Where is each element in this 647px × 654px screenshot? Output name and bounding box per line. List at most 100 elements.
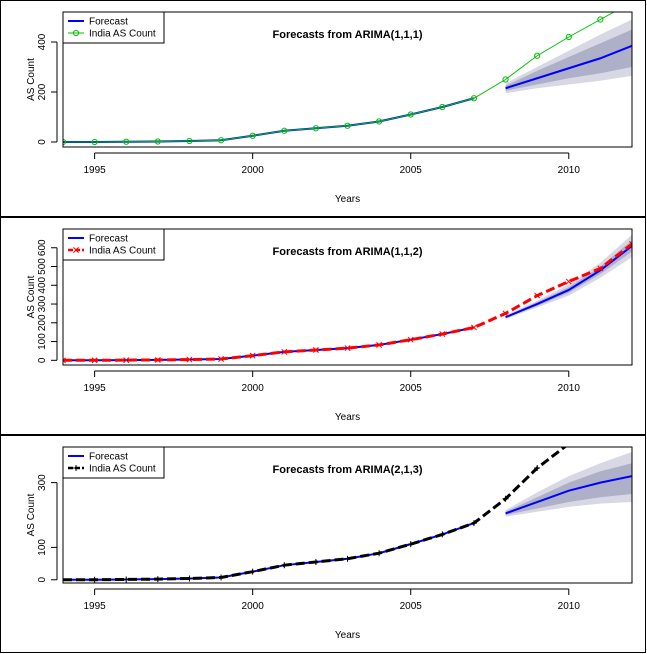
actual-data-point — [154, 576, 161, 583]
actual-data-point — [186, 137, 193, 145]
actual-data-point — [63, 357, 66, 364]
legend-marker — [73, 465, 79, 471]
actual-data-point — [91, 576, 98, 583]
actual-data-point — [186, 356, 193, 363]
x-tick-label: 2000 — [242, 165, 265, 176]
plot-frame — [62, 11, 633, 148]
y-tick-label: 600 — [37, 239, 48, 256]
y-axis-label: AS Count — [26, 493, 37, 536]
x-tick-label: 2000 — [242, 383, 265, 394]
actual-data-point — [281, 127, 288, 134]
panel-border — [0, 217, 646, 435]
actual-data-point — [91, 357, 98, 364]
actual-data-point — [312, 125, 319, 132]
plot-area — [63, 12, 632, 146]
legend-label: Forecast — [89, 234, 128, 245]
actual-series-line — [63, 12, 615, 143]
y-axis-label: AS Count — [26, 275, 37, 318]
x-tick-label: 2000 — [242, 601, 265, 612]
chart-title: Forecasts from ARIMA(2,1,3) — [273, 464, 423, 476]
chart-svg: Forecasts from ARIMA(1,1,1)1995 2000 2005 2… — [0, 0, 646, 217]
actual-data-point — [312, 347, 319, 353]
actual-data-point — [218, 574, 225, 581]
actual-data-point — [502, 495, 509, 502]
x-tick-label: 2010 — [558, 165, 581, 176]
legend-box — [62, 11, 165, 44]
actual-data-point — [123, 357, 130, 364]
actual-data-point — [344, 555, 351, 562]
plot-frame — [62, 228, 633, 366]
chart-svg: Forecasts from ARIMA(2,1,3) 1995 2000 2005 2… — [0, 435, 646, 653]
legend-box — [62, 228, 165, 261]
legend-marker — [72, 29, 80, 37]
x-tick-label: 1995 — [83, 383, 106, 394]
y-tick-label: 200 — [37, 83, 48, 100]
actual-data-point — [502, 76, 509, 83]
history-line — [63, 522, 475, 581]
actual-data-point — [376, 118, 383, 125]
x-tick-label: 2005 — [400, 383, 423, 394]
x-tick-label: 2010 — [558, 383, 581, 394]
panel-border — [0, 0, 646, 217]
y-tick-label: 500 — [37, 258, 48, 275]
y-tick-label: 100 — [37, 333, 48, 350]
y-tick-label: 300 — [37, 295, 48, 312]
y-axis: 0 100 300 — [37, 474, 58, 583]
x-axis: 1995 2000 2005 2010 — [83, 588, 580, 612]
legend-label: India AS Count — [89, 246, 156, 257]
forecast-mean-line — [505, 44, 632, 90]
actual-data-point — [249, 132, 256, 139]
forecast-80-interval — [505, 29, 632, 91]
actual-data-point — [376, 550, 383, 557]
x-axis-label: Years — [335, 194, 360, 205]
actual-data-point — [597, 265, 604, 272]
x-tick-label: 1995 — [83, 165, 106, 176]
actual-data-point — [470, 95, 478, 102]
y-tick-label: 200 — [37, 314, 48, 331]
y-tick-label: 300 — [37, 474, 48, 491]
actual-data-point — [534, 465, 541, 472]
actual-data-point — [407, 111, 414, 118]
y-axis: 0 200 400 — [37, 33, 58, 145]
y-tick-label: 100 — [37, 539, 48, 556]
actual-data-point — [502, 310, 509, 317]
forecast-95-interval — [505, 234, 632, 320]
actual-data-point — [534, 292, 541, 299]
actual-data-point — [249, 352, 256, 359]
legend-label: Forecast — [89, 17, 128, 28]
x-axis-label: Years — [335, 412, 360, 423]
y-axis-label: AS Count — [26, 58, 37, 101]
actual-data-point — [217, 137, 225, 144]
actual-data-point — [407, 336, 414, 343]
legend-label: Forecast — [89, 452, 128, 463]
y-tick-label: 0 — [37, 139, 48, 145]
actual-data-point — [123, 138, 130, 145]
actual-data-point — [249, 568, 256, 575]
actual-data-point — [154, 356, 161, 363]
plot-area — [63, 447, 632, 583]
x-axis: 1995 2000 2005 2010 — [83, 370, 581, 394]
actual-data-point — [470, 520, 477, 527]
y-tick-label: 0 — [37, 577, 48, 583]
actual-data-point — [629, 241, 632, 247]
panel-border — [0, 435, 646, 653]
actual-data-point — [565, 33, 572, 41]
actual-data-point — [407, 541, 414, 548]
actual-data-point — [218, 356, 225, 362]
chart-svg: Forecasts from ARIMA(1,1,2)1995 2000 2005 2… — [0, 217, 646, 435]
chart-panel-arima-112: Forecasts from ARIMA(1,1,2) 1995 2000 2005 2… — [0, 217, 646, 435]
actual-data-point — [439, 103, 446, 111]
history-line — [63, 326, 475, 362]
actual-data-point — [470, 324, 477, 331]
chart-title: Forecasts from ARIMA(1,1,1) — [273, 29, 423, 41]
chart-panel-arima-111: Forecasts from ARIMA(1,1,1) 1995 2000 2005 2… — [0, 0, 646, 217]
plot-frame — [62, 446, 633, 584]
actual-data-point — [91, 138, 98, 146]
x-tick-label: 1995 — [83, 601, 106, 612]
actual-data-point — [63, 576, 66, 583]
y-tick-label: 400 — [37, 276, 48, 293]
